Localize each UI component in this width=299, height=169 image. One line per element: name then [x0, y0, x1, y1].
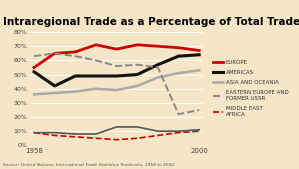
Text: Intraregional Trade as a Percentage of Total Trade: Intraregional Trade as a Percentage of T… — [3, 17, 299, 27]
Legend: EUROPE, AMERICAS, ASIA AND OCEANIA, EASTERN EUROPE AND
FORMER USSR, MIDDLE EAST
: EUROPE, AMERICAS, ASIA AND OCEANIA, EAST… — [213, 61, 289, 117]
Text: Source: United Nations, International Trade Statistics Yearbooks, 1958 to 2000.: Source: United Nations, International Tr… — [3, 163, 176, 167]
